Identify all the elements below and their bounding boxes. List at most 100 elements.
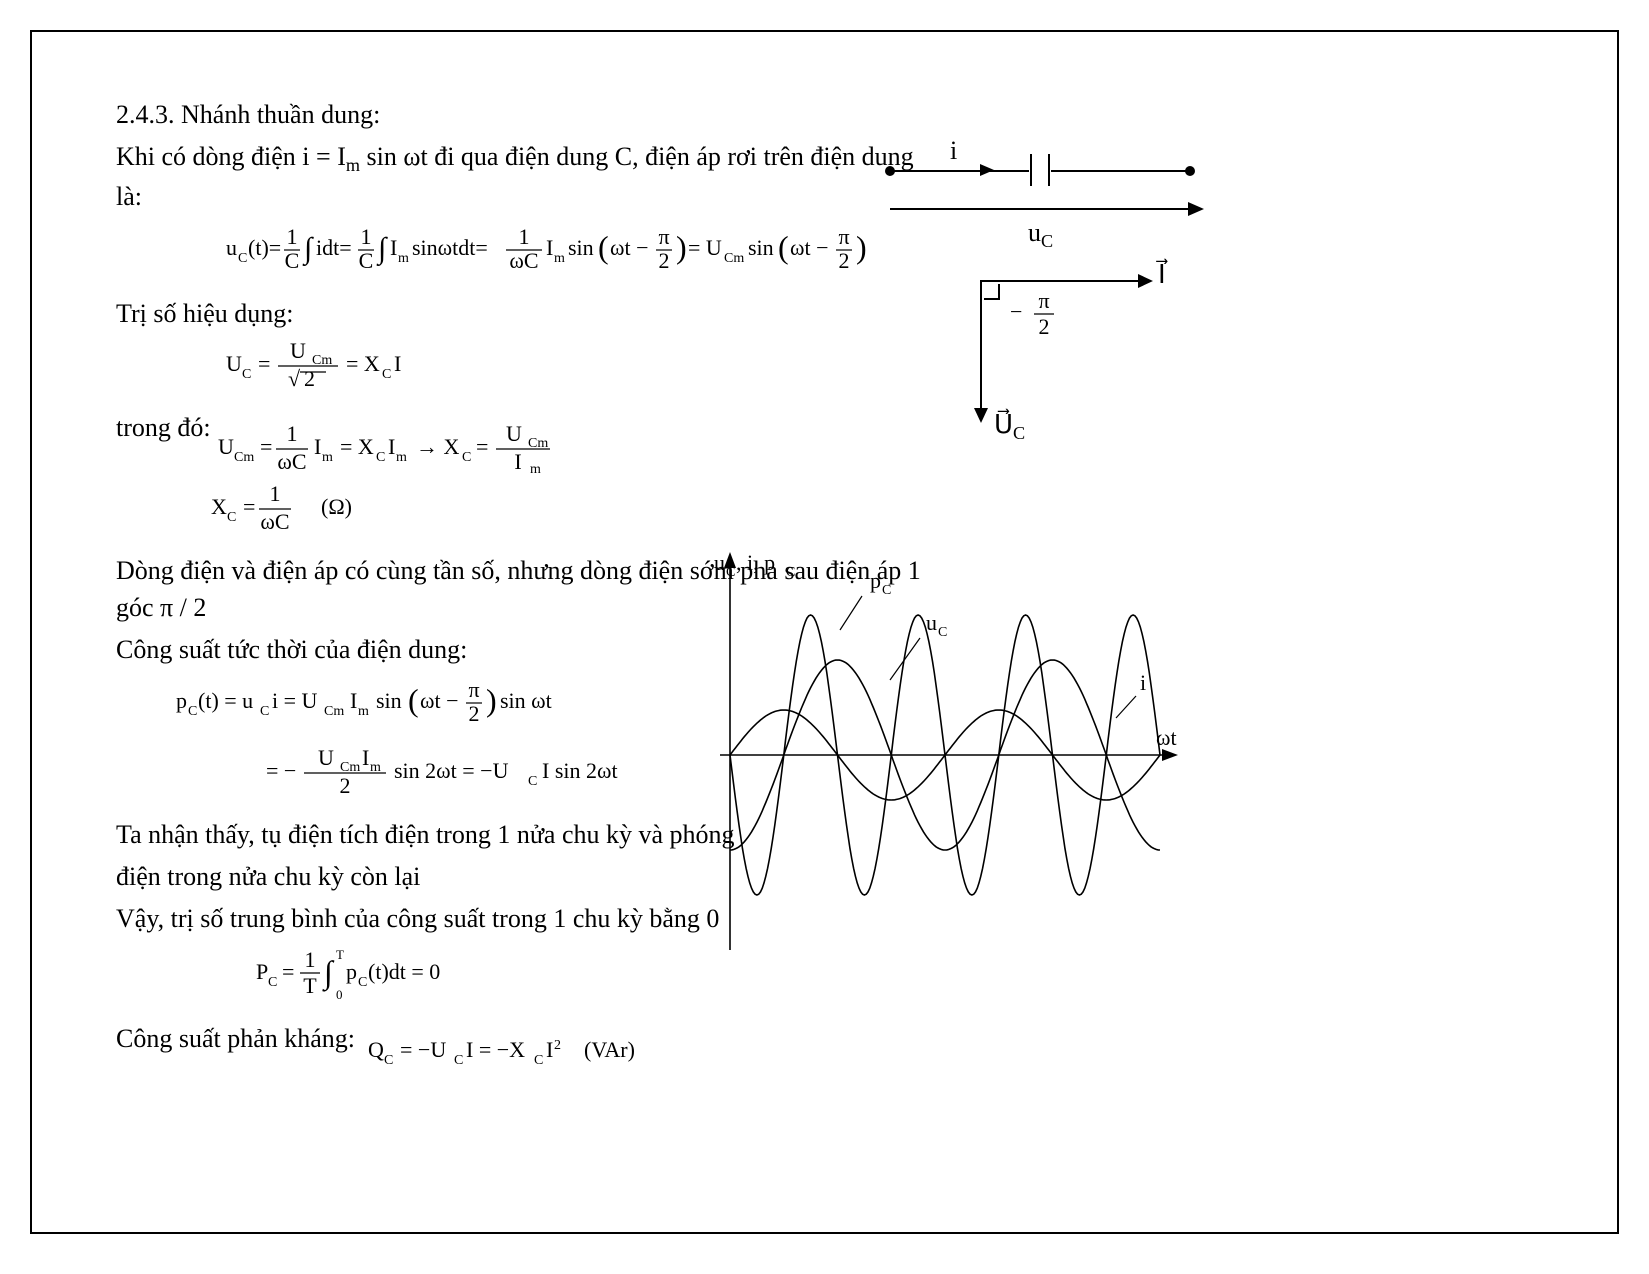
svg-text:): ) bbox=[486, 682, 497, 718]
eq-rms: U_C = U_Cm / √2 = X_C I UC = UCm √ 2 = X… bbox=[226, 338, 786, 403]
svg-text:sin: sin bbox=[748, 235, 774, 260]
svg-text:T: T bbox=[336, 947, 344, 962]
svg-text:2: 2 bbox=[659, 248, 670, 273]
svg-text:C: C bbox=[726, 565, 735, 580]
svg-text:P: P bbox=[256, 959, 268, 984]
svg-text:C: C bbox=[382, 367, 391, 382]
svg-text:−: − bbox=[1010, 299, 1022, 324]
svg-text:I: I bbox=[394, 351, 401, 376]
cap-plate-right bbox=[1048, 154, 1050, 186]
callout-line-i bbox=[1116, 696, 1136, 718]
rms-label: Trị số hiệu dụng: bbox=[116, 295, 936, 333]
svg-text:, i, p: , i, p bbox=[736, 550, 775, 575]
svg-text:I: I bbox=[546, 235, 553, 260]
svg-text:C: C bbox=[242, 367, 251, 382]
eq-rms-svg: U_C = U_Cm / √2 = X_C I UC = UCm √ 2 = X… bbox=[226, 338, 486, 392]
svg-text:Cm: Cm bbox=[724, 251, 744, 266]
uc-arrow bbox=[890, 208, 1190, 210]
uc-arrow-head-icon bbox=[1188, 202, 1204, 216]
svg-text:sin 2ωt = −U: sin 2ωt = −U bbox=[394, 758, 509, 783]
svg-text:=: = bbox=[258, 351, 270, 376]
current-label: i bbox=[950, 136, 957, 166]
trongdo-line: trong đó: U_Cm = (1/ωC) I_m = X_C I_m → … bbox=[116, 409, 936, 475]
svg-text:C: C bbox=[384, 1053, 393, 1068]
svg-text:(t)dt = 0: (t)dt = 0 bbox=[368, 959, 440, 984]
svg-text:1: 1 bbox=[270, 481, 281, 506]
svg-text:m: m bbox=[322, 450, 333, 465]
svg-text:sin: sin bbox=[376, 688, 402, 713]
svg-text:(t) = u: (t) = u bbox=[198, 688, 253, 713]
phasor-uc-label: U⃗C bbox=[994, 410, 1025, 444]
wire-left bbox=[890, 170, 1029, 172]
svg-text:0: 0 bbox=[336, 987, 343, 1002]
svg-text:C: C bbox=[462, 450, 471, 465]
svg-text:i = U: i = U bbox=[272, 688, 318, 713]
svg-text:= X: = X bbox=[346, 351, 380, 376]
svg-text:π: π bbox=[468, 677, 479, 702]
svg-text:1: 1 bbox=[305, 947, 316, 972]
phasor-uc-arrow-icon bbox=[974, 408, 988, 423]
svg-text:Cm: Cm bbox=[324, 704, 344, 719]
svg-text:C: C bbox=[359, 248, 374, 273]
svg-text:= X: = X bbox=[340, 434, 374, 459]
svg-text:C: C bbox=[528, 774, 537, 789]
svg-text:=: = bbox=[476, 434, 488, 459]
svg-text:): ) bbox=[856, 229, 866, 265]
svg-text:2: 2 bbox=[554, 1038, 561, 1053]
svg-text:(: ( bbox=[598, 229, 609, 265]
svg-text:(: ( bbox=[408, 682, 419, 718]
svg-text:= U: = U bbox=[688, 235, 722, 260]
eq-xc: X_C = 1/(ωC) (Ω) XC = 1 ωC (Ω) bbox=[211, 481, 771, 546]
svg-text:1: 1 bbox=[286, 421, 297, 446]
svg-text:(Ω): (Ω) bbox=[321, 494, 352, 519]
svg-text:idt=: idt= bbox=[316, 235, 352, 260]
page: 2.4.3. Nhánh thuần dung: Khi có dòng điệ… bbox=[0, 0, 1649, 1274]
svg-text:=: = bbox=[260, 434, 272, 459]
svg-text:(VAr): (VAr) bbox=[584, 1037, 635, 1062]
svg-text:(t)=: (t)= bbox=[248, 235, 281, 260]
callout-pC-sub: C bbox=[882, 583, 891, 598]
svg-text:2: 2 bbox=[839, 248, 850, 273]
callout-uC-sub: C bbox=[938, 625, 947, 640]
svg-text:I: I bbox=[514, 449, 521, 474]
svg-text:U: U bbox=[290, 338, 306, 363]
svg-text:C: C bbox=[260, 704, 269, 719]
svg-text:= −U: = −U bbox=[400, 1037, 446, 1062]
callout-pC: p bbox=[870, 568, 881, 593]
svg-text:X: X bbox=[211, 494, 227, 519]
callout-uC: u bbox=[926, 610, 937, 635]
svg-text:1: 1 bbox=[361, 224, 372, 249]
svg-text:I = −X: I = −X bbox=[466, 1037, 525, 1062]
svg-text:sin: sin bbox=[568, 235, 594, 260]
waveform-svg: uC, i, pC ωt pCuCi bbox=[670, 540, 1190, 970]
svg-text:I sin 2ωt: I sin 2ωt bbox=[542, 758, 618, 783]
svg-text:=: = bbox=[243, 494, 255, 519]
eq-pcavg-svg: P_C = (1/T) ∫_0^T p_C(t) dt = 0 PC = 1 T… bbox=[256, 943, 506, 1003]
svg-text:Q: Q bbox=[368, 1037, 384, 1062]
eq-pc1: p_C(t) = u_C i = U_Cm I_m sin(ωt − π/2) … bbox=[176, 675, 736, 740]
svg-text:u: u bbox=[226, 235, 237, 260]
svg-text:ωt: ωt bbox=[1156, 725, 1177, 750]
current-arrow-icon bbox=[980, 164, 994, 176]
svg-text:Cm: Cm bbox=[234, 450, 254, 465]
svg-text:C: C bbox=[268, 975, 277, 990]
phasor-diagram: I⃗ U⃗C − π 2 bbox=[980, 280, 1200, 460]
svg-text:ωC: ωC bbox=[260, 509, 289, 534]
svg-text:C: C bbox=[358, 975, 367, 990]
right-angle-icon bbox=[984, 284, 1000, 300]
svg-text:=: = bbox=[282, 959, 294, 984]
svg-text:I: I bbox=[350, 688, 357, 713]
svg-text:I: I bbox=[362, 745, 369, 770]
svg-text:C: C bbox=[285, 248, 300, 273]
svg-text:p: p bbox=[346, 959, 357, 984]
svg-text:I: I bbox=[546, 1037, 553, 1062]
svg-text:C: C bbox=[376, 450, 385, 465]
svg-text:2: 2 bbox=[469, 701, 480, 726]
svg-text:∫: ∫ bbox=[376, 232, 388, 267]
svg-text:2: 2 bbox=[304, 366, 315, 391]
svg-text:I: I bbox=[388, 434, 395, 459]
svg-text:C: C bbox=[534, 1053, 543, 1068]
svg-text:sinωtdt=: sinωtdt= bbox=[412, 235, 488, 260]
svg-text:= −: = − bbox=[266, 758, 296, 783]
svg-text:C: C bbox=[786, 565, 795, 580]
